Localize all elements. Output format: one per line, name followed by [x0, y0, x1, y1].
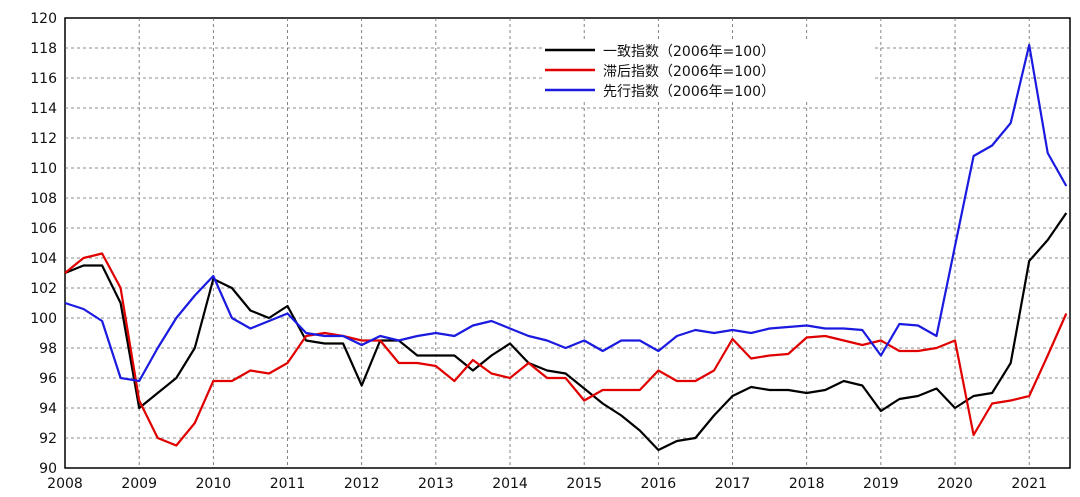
y-tick-label: 102	[30, 281, 57, 297]
legend: 一致指数（2006年=100） 滞后指数（2006年=100） 先行指数（2006年…	[543, 40, 873, 100]
x-tick-label: 2017	[715, 476, 751, 492]
x-tick-label: 2010	[196, 476, 232, 492]
x-tick-label: 2015	[566, 476, 602, 492]
y-tick-label: 120	[30, 11, 57, 27]
y-tick-label: 94	[39, 401, 57, 417]
x-tick-label: 2014	[492, 476, 528, 492]
series-line	[64, 212, 1068, 452]
series-line	[64, 252, 1068, 447]
x-tick-label: 2011	[270, 476, 306, 492]
x-tick-label: 2008	[47, 476, 83, 492]
x-tick-label: 2020	[937, 476, 973, 492]
y-tick-label: 96	[39, 371, 57, 387]
y-tick-label: 90	[39, 461, 57, 477]
y-tick-label: 98	[39, 341, 57, 357]
y-tick-label: 100	[30, 311, 57, 327]
x-tick-label: 2012	[344, 476, 380, 492]
y-tick-label: 106	[30, 221, 57, 237]
y-tick-label: 114	[30, 101, 57, 117]
y-tick-label: 116	[30, 71, 57, 87]
x-tick-label: 2018	[789, 476, 825, 492]
x-tick-label: 2016	[641, 476, 677, 492]
y-tick-label: 118	[30, 41, 57, 57]
y-tick-label: 104	[30, 251, 57, 267]
legend-label: 滞后指数（2006年=100）	[603, 64, 775, 80]
y-tick-label: 112	[30, 131, 57, 147]
x-tick-label: 2021	[1011, 476, 1047, 492]
y-tick-label: 108	[30, 191, 57, 207]
x-tick-label: 2019	[863, 476, 899, 492]
y-tick-label: 110	[30, 161, 57, 177]
series-line	[64, 43, 1068, 383]
x-tick-label: 2013	[418, 476, 454, 492]
plot-frame	[64, 17, 1071, 469]
legend-label: 先行指数（2006年=100）	[603, 84, 775, 100]
x-tick-label: 2009	[121, 476, 157, 492]
legend-bg	[543, 60, 873, 80]
legend-bg	[543, 80, 873, 100]
legend-bg	[543, 40, 873, 60]
legend-label: 一致指数（2006年=100）	[603, 44, 775, 60]
y-tick-label: 92	[39, 431, 57, 447]
